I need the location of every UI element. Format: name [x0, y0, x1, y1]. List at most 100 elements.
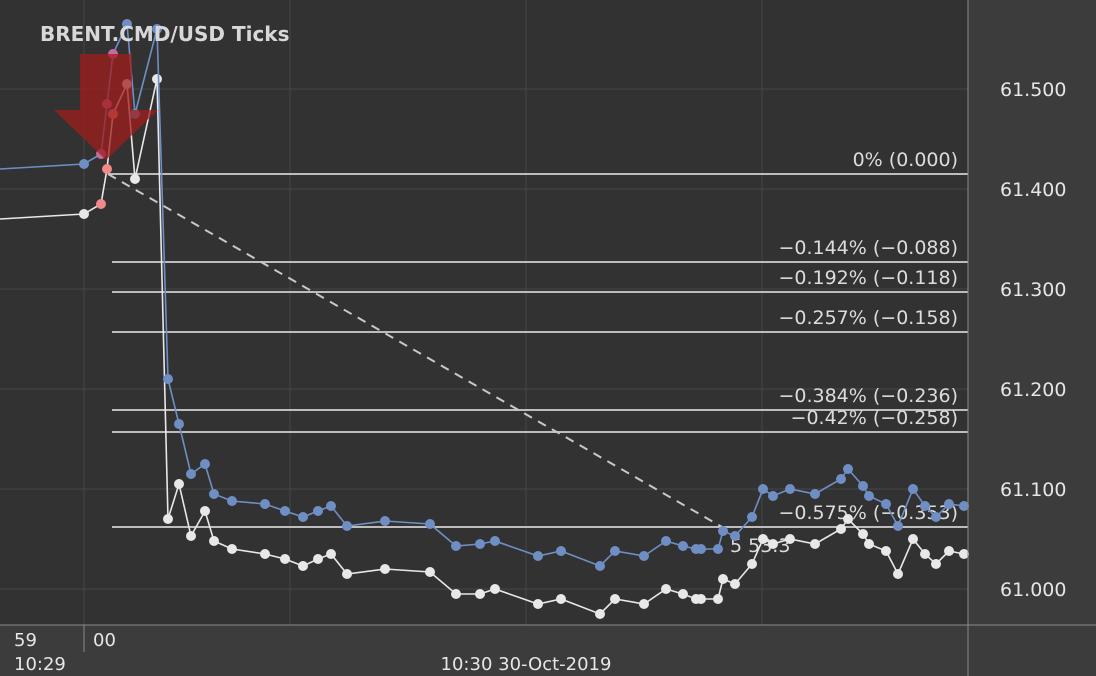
bid-point[interactable] [768, 539, 778, 549]
bid-point[interactable] [595, 609, 605, 619]
ask-point[interactable] [758, 484, 768, 494]
fibonacci-trend-line[interactable] [107, 173, 723, 528]
ask-point[interactable] [380, 516, 390, 526]
bid-point[interactable] [661, 584, 671, 594]
bid-point[interactable] [326, 549, 336, 559]
ask-point[interactable] [747, 512, 757, 522]
bid-point[interactable] [747, 559, 757, 569]
ask-point[interactable] [639, 551, 649, 561]
ask-point[interactable] [836, 474, 846, 484]
ask-point[interactable] [280, 506, 290, 516]
ask-point[interactable] [451, 541, 461, 551]
bid-point[interactable] [186, 531, 196, 541]
ask-point[interactable] [313, 506, 323, 516]
ask-point[interactable] [944, 499, 954, 509]
bid-point[interactable] [227, 544, 237, 554]
bid-point[interactable] [858, 529, 868, 539]
bid-point[interactable] [758, 534, 768, 544]
bid-point[interactable] [102, 164, 112, 174]
ask-point[interactable] [843, 464, 853, 474]
bid-point[interactable] [451, 589, 461, 599]
bid-point[interactable] [152, 74, 162, 84]
bid-point[interactable] [908, 534, 918, 544]
ask-point[interactable] [610, 546, 620, 556]
ask-point[interactable] [718, 526, 728, 536]
bid-point[interactable] [313, 554, 323, 564]
ask-point[interactable] [260, 499, 270, 509]
bid-point[interactable] [718, 574, 728, 584]
ask-point[interactable] [713, 544, 723, 554]
bid-point[interactable] [864, 539, 874, 549]
ask-point[interactable] [730, 531, 740, 541]
bid-point[interactable] [959, 549, 969, 559]
ask-point[interactable] [326, 501, 336, 511]
ask-point[interactable] [163, 374, 173, 384]
ask-point[interactable] [661, 536, 671, 546]
ask-point[interactable] [959, 501, 969, 511]
bid-point[interactable] [881, 546, 891, 556]
bid-point[interactable] [920, 549, 930, 559]
bid-point[interactable] [639, 599, 649, 609]
ask-point[interactable] [678, 541, 688, 551]
ask-point[interactable] [425, 519, 435, 529]
fib-level-label: −0.192% (−0.118) [778, 267, 958, 289]
bid-point[interactable] [810, 539, 820, 549]
ask-point[interactable] [595, 561, 605, 571]
bid-point[interactable] [678, 589, 688, 599]
bid-point[interactable] [556, 594, 566, 604]
ask-point[interactable] [174, 419, 184, 429]
bid-point[interactable] [298, 561, 308, 571]
ask-point[interactable] [122, 19, 132, 29]
ask-point[interactable] [785, 484, 795, 494]
ask-point[interactable] [209, 489, 219, 499]
ask-point[interactable] [881, 499, 891, 509]
ask-point[interactable] [342, 521, 352, 531]
bid-point[interactable] [260, 549, 270, 559]
bid-point[interactable] [893, 569, 903, 579]
bid-point[interactable] [475, 589, 485, 599]
ask-point[interactable] [186, 469, 196, 479]
ask-point[interactable] [475, 539, 485, 549]
ask-point[interactable] [533, 551, 543, 561]
bid-point[interactable] [490, 584, 500, 594]
bid-point[interactable] [280, 554, 290, 564]
bid-point[interactable] [342, 569, 352, 579]
ask-point[interactable] [810, 489, 820, 499]
bid-point[interactable] [380, 564, 390, 574]
ask-point[interactable] [920, 501, 930, 511]
ask-point[interactable] [556, 546, 566, 556]
ask-point[interactable] [298, 512, 308, 522]
bid-point[interactable] [836, 524, 846, 534]
bid-point[interactable] [696, 594, 706, 604]
bid-point[interactable] [785, 534, 795, 544]
bid-point[interactable] [174, 479, 184, 489]
bid-point[interactable] [209, 536, 219, 546]
bid-point[interactable] [931, 559, 941, 569]
bid-point[interactable] [130, 174, 140, 184]
ask-point[interactable] [908, 484, 918, 494]
bid-point[interactable] [730, 579, 740, 589]
bid-point[interactable] [944, 546, 954, 556]
bid-point[interactable] [713, 594, 723, 604]
bid-point[interactable] [96, 199, 106, 209]
bid-point[interactable] [425, 567, 435, 577]
x-tick-label: 59 [14, 630, 37, 651]
ask-point[interactable] [490, 536, 500, 546]
ask-point[interactable] [864, 491, 874, 501]
bid-point[interactable] [79, 209, 89, 219]
ask-point[interactable] [768, 491, 778, 501]
bid-point[interactable] [843, 514, 853, 524]
ask-point[interactable] [931, 512, 941, 522]
bid-point[interactable] [610, 594, 620, 604]
ask-point[interactable] [696, 544, 706, 554]
ask-point[interactable] [152, 24, 162, 34]
bid-point[interactable] [163, 514, 173, 524]
ask-point[interactable] [79, 159, 89, 169]
ask-point[interactable] [200, 459, 210, 469]
ask-point[interactable] [858, 481, 868, 491]
ask-point[interactable] [893, 521, 903, 531]
bid-point[interactable] [533, 599, 543, 609]
ask-point[interactable] [227, 496, 237, 506]
bid-point[interactable] [200, 506, 210, 516]
